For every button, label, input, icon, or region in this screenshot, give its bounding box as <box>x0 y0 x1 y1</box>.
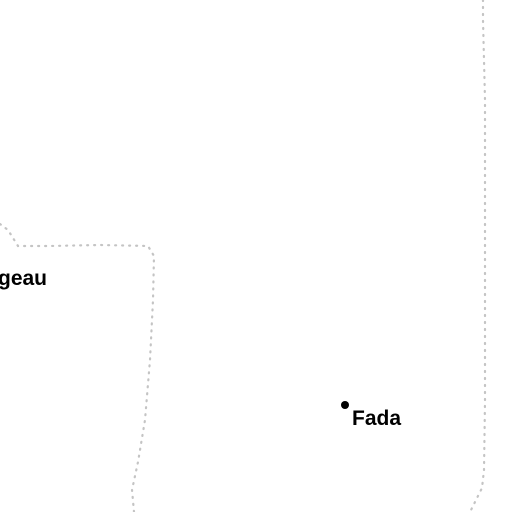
place-label-partial[interactable]: geau <box>0 267 48 290</box>
boundary-line-east <box>468 0 487 512</box>
boundary-line-west <box>0 222 156 512</box>
place-label-fada[interactable]: Fada <box>352 407 402 430</box>
place-marker-fada[interactable] <box>341 401 349 409</box>
